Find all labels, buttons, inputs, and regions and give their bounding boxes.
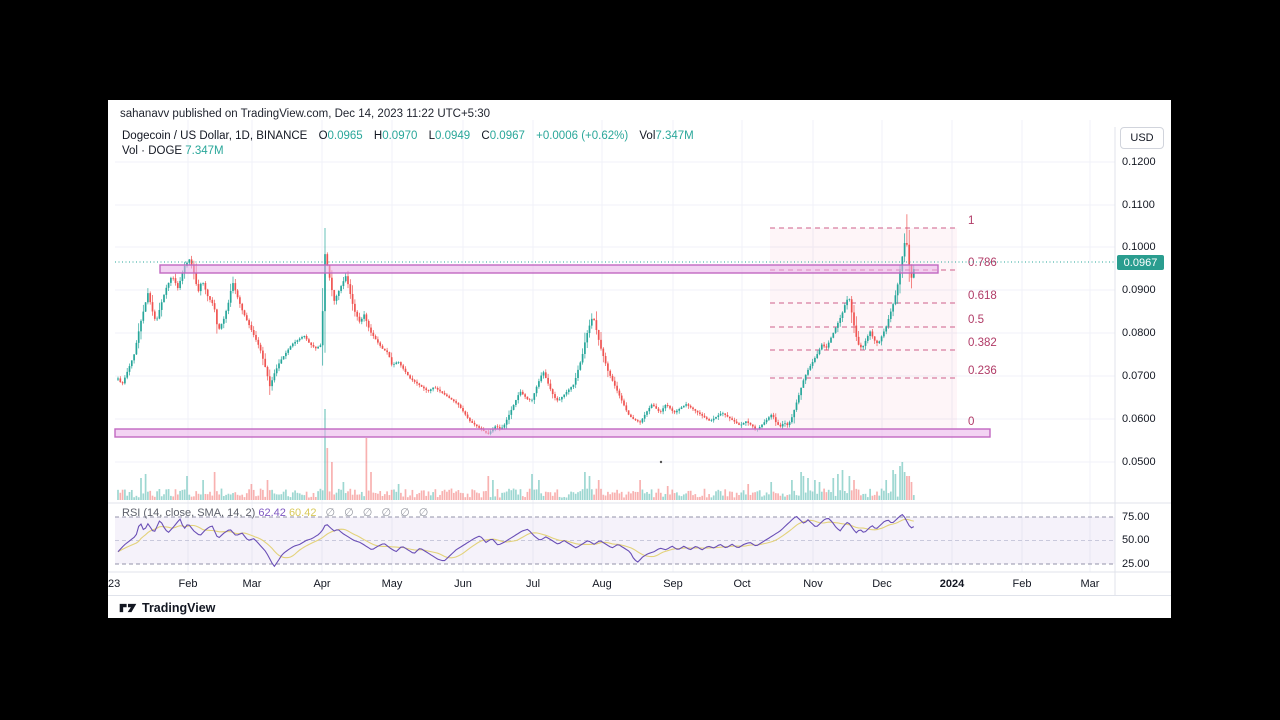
time-tick-label: Aug [592,578,612,590]
rsi-empty-values: ∅ ∅ ∅ ∅ ∅ ∅ [325,507,432,519]
time-tick-label: Jul [525,578,541,590]
marker-dot [659,460,663,464]
svg-text:0.382: 0.382 [968,337,997,349]
time-tick-label: 2023 [108,578,121,590]
pane-separators [108,127,1171,595]
close-value: 0.0967 [489,130,525,142]
time-tick-label: Mar [1080,578,1100,590]
rsi-tick-label: 50.00 [1122,534,1150,546]
close-label: C [481,130,490,142]
time-tick-label: Apr [313,578,331,590]
rsi-tick-label: 75.00 [1122,511,1150,523]
price-tick-label: 0.0500 [1122,456,1156,468]
last-price-badge: 0.0967 [1117,255,1164,270]
footer-bar: TradingView [108,595,1171,618]
high-value: 0.0970 [382,130,418,142]
rsi-value: 62.42 [258,507,286,519]
rsi-label: RSI (14, close, SMA, 14, 2) [122,507,256,519]
chart-canvas[interactable]: 1 0.786 0.618 0.5 0.382 0.236 0 [108,100,1171,618]
time-tick-label: Feb [178,578,198,590]
rsi-line [117,513,915,568]
price-tick-label: 0.0800 [1122,327,1156,339]
currency-button[interactable]: USD [1120,127,1164,149]
time-tick-label: Nov [803,578,823,590]
fib-labels-layer: 1 0.786 0.618 0.5 0.382 0.236 0 [968,215,997,428]
time-tick-label: Feb [1012,578,1032,590]
symbol-title: Dogecoin / US Dollar, 1D, BINANCE [122,130,308,142]
change-value: +0.0006 (+0.62%) [536,130,629,142]
rsi-ma-value: 60.42 [288,507,317,519]
rsi-pane-layer [115,513,1115,568]
open-value: 0.0965 [327,130,363,142]
price-tick-label: 0.0900 [1122,284,1156,296]
chart-window: 1 0.786 0.618 0.5 0.382 0.236 0 sahanavv publi… [108,100,1171,618]
time-tick-label: Oct [733,578,751,590]
svg-text:1: 1 [968,215,974,227]
price-tick-label: 0.0700 [1122,370,1156,382]
time-tick-label: 2024 [939,578,965,590]
low-label: L [428,130,436,142]
time-tick-label: Jun [454,578,472,590]
time-tick-label: Sep [663,578,683,590]
symbol-legend[interactable]: Dogecoin / US Dollar, 1D, BINANCE O0.096… [122,130,694,142]
volume-bars-layer [117,409,915,500]
time-tick-label: Mar [242,578,262,590]
rsi-ma-line [117,518,914,559]
svg-text:0.618: 0.618 [968,290,997,302]
low-value: 0.0949 [435,130,471,142]
tradingview-logo-icon [119,603,137,612]
grid-layer [108,120,1115,572]
svg-text:0.236: 0.236 [968,365,997,377]
high-label: H [373,130,383,142]
price-tick-label: 0.1000 [1122,241,1156,253]
svg-text:0.5: 0.5 [968,314,984,326]
volume-study-label: Vol · DOGE [122,145,183,157]
svg-text:0.786: 0.786 [968,257,997,269]
candlestick-layer [117,214,915,436]
price-tick-label: 0.0600 [1122,413,1156,425]
rsi-legend[interactable]: RSI (14, close, SMA, 14, 2) 62.42 60.42 … [122,506,431,519]
price-tick-label: 0.1200 [1122,156,1156,168]
published-byline: sahanavv published on TradingView.com, D… [120,108,491,120]
volume-value: 7.347M [655,130,694,142]
volume-study-value: 7.347M [185,145,224,157]
time-tick-label: Dec [872,578,892,590]
volume-study-legend[interactable]: Vol · DOGE 7.347M [122,145,224,157]
volume-label: Vol [639,130,656,142]
tradingview-logo-text: TradingView [142,600,216,615]
zone-boxes-layer [114,264,991,438]
price-tick-label: 0.1100 [1122,199,1155,211]
tradingview-logo[interactable]: TradingView [119,601,215,615]
time-tick-label: May [381,578,403,590]
svg-text:0: 0 [968,416,974,428]
open-label: O [318,130,328,142]
rsi-tick-label: 25.00 [1122,558,1150,570]
